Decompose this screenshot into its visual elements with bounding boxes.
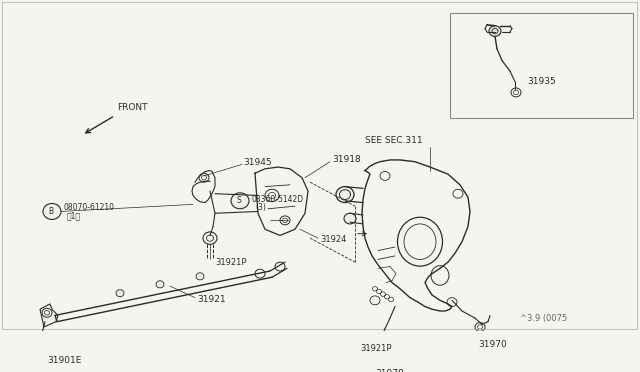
Text: FRONT: FRONT	[117, 103, 147, 112]
Text: 31901E: 31901E	[47, 356, 81, 365]
Text: 31945: 31945	[243, 158, 271, 167]
Circle shape	[196, 273, 204, 280]
Text: 31921: 31921	[197, 295, 226, 304]
Text: B: B	[49, 207, 54, 216]
Text: S: S	[237, 196, 241, 205]
Text: SEE SEC.311: SEE SEC.311	[365, 136, 422, 145]
Text: 31970: 31970	[478, 340, 507, 349]
Text: 31921P: 31921P	[360, 344, 392, 353]
Circle shape	[231, 193, 249, 209]
Circle shape	[344, 213, 356, 224]
Text: 31978: 31978	[375, 369, 404, 372]
Bar	[450, 13, 633, 118]
Text: 〈1）: 〈1）	[67, 211, 81, 221]
Circle shape	[116, 290, 124, 297]
Circle shape	[336, 187, 354, 203]
Text: 31935: 31935	[527, 77, 556, 86]
Text: 31924: 31924	[320, 235, 346, 244]
Text: 08360-5142D: 08360-5142D	[251, 195, 303, 203]
Text: 31918: 31918	[332, 155, 361, 164]
Circle shape	[489, 26, 501, 36]
Text: 31921P: 31921P	[215, 258, 246, 267]
Text: 08070-61210: 08070-61210	[63, 202, 114, 212]
Text: (3): (3)	[255, 202, 266, 212]
Circle shape	[156, 281, 164, 288]
Text: ^3.9 (0075: ^3.9 (0075	[520, 314, 567, 323]
Polygon shape	[40, 304, 58, 327]
Circle shape	[43, 203, 61, 219]
